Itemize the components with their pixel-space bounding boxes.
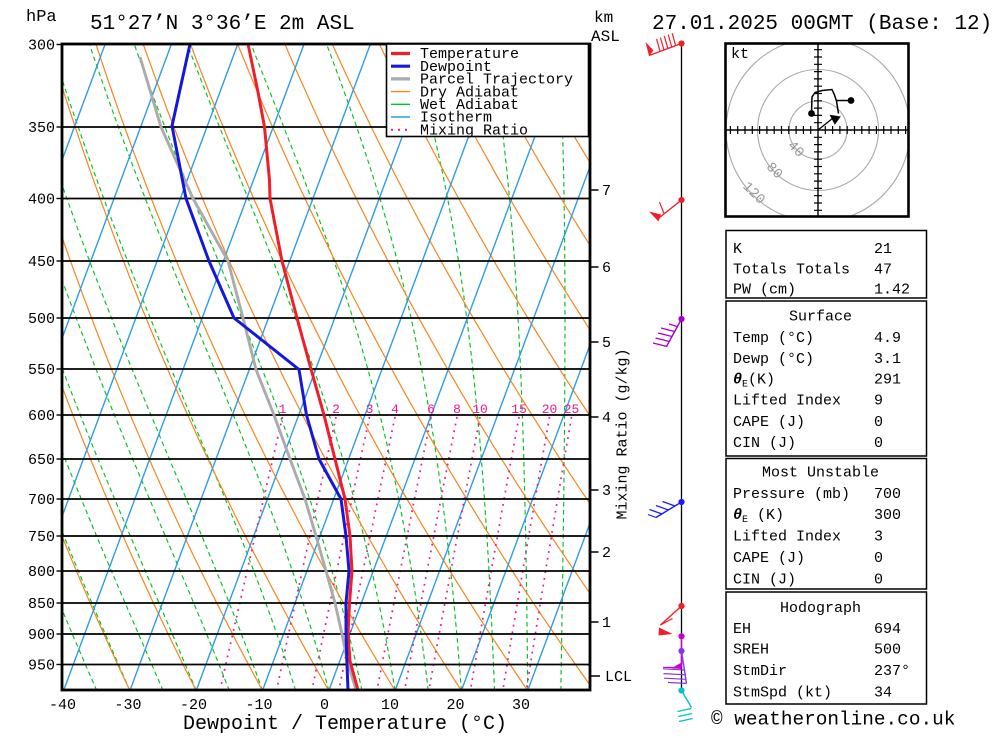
- svg-text:750: 750: [28, 529, 55, 546]
- svg-text:900: 900: [28, 627, 55, 644]
- svg-text:6: 6: [427, 402, 435, 417]
- svg-text:0: 0: [874, 414, 883, 431]
- svg-text:6: 6: [602, 260, 611, 277]
- svg-text:0: 0: [874, 550, 883, 567]
- svg-text:2: 2: [332, 402, 340, 417]
- svg-text:4: 4: [391, 402, 399, 417]
- svg-text:Lifted Index: Lifted Index: [733, 529, 841, 546]
- svg-text:800: 800: [28, 564, 55, 581]
- svg-text:kt: kt: [731, 46, 749, 63]
- svg-text:237°: 237°: [874, 663, 910, 680]
- svg-text:47: 47: [874, 262, 892, 279]
- svg-text:500: 500: [28, 311, 55, 328]
- svg-text:Lifted Index: Lifted Index: [733, 393, 841, 410]
- svg-text:27.01.2025 00GMT (Base: 12): 27.01.2025 00GMT (Base: 12): [652, 13, 992, 36]
- svg-text:0: 0: [320, 697, 329, 714]
- svg-text:10: 10: [381, 697, 399, 714]
- svg-text:500: 500: [874, 642, 901, 659]
- svg-text:CAPE (J): CAPE (J): [733, 414, 805, 431]
- svg-text:34: 34: [874, 685, 892, 702]
- svg-text:850: 850: [28, 596, 55, 613]
- svg-text:StmSpd (kt): StmSpd (kt): [733, 685, 832, 702]
- svg-text:400: 400: [28, 192, 55, 209]
- svg-text:1.42: 1.42: [874, 282, 910, 299]
- svg-text:20: 20: [446, 697, 464, 714]
- svg-text:51°27’N 3°36’E 2m ASL: 51°27’N 3°36’E 2m ASL: [90, 13, 355, 36]
- svg-text:Temp (°C): Temp (°C): [733, 330, 814, 347]
- svg-text:15: 15: [511, 402, 527, 417]
- svg-text:3: 3: [602, 483, 611, 500]
- svg-text:5: 5: [602, 335, 611, 352]
- svg-text:EH: EH: [733, 621, 751, 638]
- svg-text:3: 3: [874, 529, 883, 546]
- svg-text:PW (cm): PW (cm): [733, 282, 796, 299]
- svg-text:StmDir: StmDir: [733, 663, 787, 680]
- svg-text:θE(K): θE(K): [733, 372, 775, 391]
- svg-text:Totals Totals: Totals Totals: [733, 262, 850, 279]
- svg-text:700: 700: [28, 492, 55, 509]
- svg-text:30: 30: [512, 697, 530, 714]
- svg-text:8: 8: [453, 402, 461, 417]
- svg-text:© weatheronline.co.uk: © weatheronline.co.uk: [711, 709, 955, 731]
- svg-text:Most Unstable: Most Unstable: [762, 465, 879, 482]
- svg-text:CIN (J): CIN (J): [733, 572, 796, 589]
- svg-text:Dewp (°C): Dewp (°C): [733, 351, 814, 368]
- svg-text:1: 1: [602, 615, 611, 632]
- svg-text:700: 700: [874, 486, 901, 503]
- svg-text:3: 3: [366, 402, 374, 417]
- svg-text:300: 300: [874, 507, 901, 524]
- svg-text:Hodograph: Hodograph: [780, 600, 861, 617]
- svg-text:-30: -30: [114, 697, 141, 714]
- svg-text:4: 4: [602, 410, 611, 427]
- svg-text:1: 1: [279, 402, 287, 417]
- svg-text:7: 7: [602, 183, 611, 200]
- svg-text:-20: -20: [180, 697, 207, 714]
- svg-text:350: 350: [28, 120, 55, 137]
- svg-text:-40: -40: [49, 697, 76, 714]
- svg-text:-10: -10: [245, 697, 272, 714]
- svg-text:450: 450: [28, 254, 55, 271]
- svg-text:291: 291: [874, 372, 901, 389]
- svg-text:20: 20: [542, 402, 558, 417]
- svg-text:950: 950: [28, 658, 55, 675]
- svg-text:CIN (J): CIN (J): [733, 435, 796, 452]
- svg-text:Pressure (mb): Pressure (mb): [733, 486, 850, 503]
- svg-text:Dewpoint / Temperature (°C): Dewpoint / Temperature (°C): [183, 713, 507, 733]
- svg-text:km: km: [594, 9, 613, 27]
- svg-text:Surface: Surface: [789, 309, 852, 326]
- svg-text:9: 9: [874, 393, 883, 410]
- svg-text:550: 550: [28, 362, 55, 379]
- svg-text:600: 600: [28, 408, 55, 425]
- svg-text:Mixing Ratio (g/kg): Mixing Ratio (g/kg): [615, 348, 632, 519]
- svg-text:25: 25: [564, 402, 580, 417]
- svg-text:4.9: 4.9: [874, 330, 901, 347]
- svg-text:650: 650: [28, 452, 55, 469]
- svg-text:hPa: hPa: [26, 8, 57, 27]
- svg-text:300: 300: [28, 38, 55, 55]
- svg-text:ASL: ASL: [591, 28, 620, 46]
- svg-text:SREH: SREH: [733, 642, 769, 659]
- svg-text:21: 21: [874, 241, 892, 258]
- svg-text:K: K: [733, 241, 742, 258]
- svg-text:0: 0: [874, 572, 883, 589]
- svg-text:2: 2: [602, 545, 611, 562]
- svg-text:0: 0: [874, 435, 883, 452]
- svg-text:θE (K): θE (K): [733, 507, 784, 526]
- svg-text:694: 694: [874, 621, 901, 638]
- svg-text:CAPE (J): CAPE (J): [733, 550, 805, 567]
- svg-text:LCL: LCL: [605, 669, 632, 686]
- svg-text:Mixing Ratio: Mixing Ratio: [420, 122, 528, 139]
- svg-text:10: 10: [472, 402, 488, 417]
- svg-text:3.1: 3.1: [874, 351, 901, 368]
